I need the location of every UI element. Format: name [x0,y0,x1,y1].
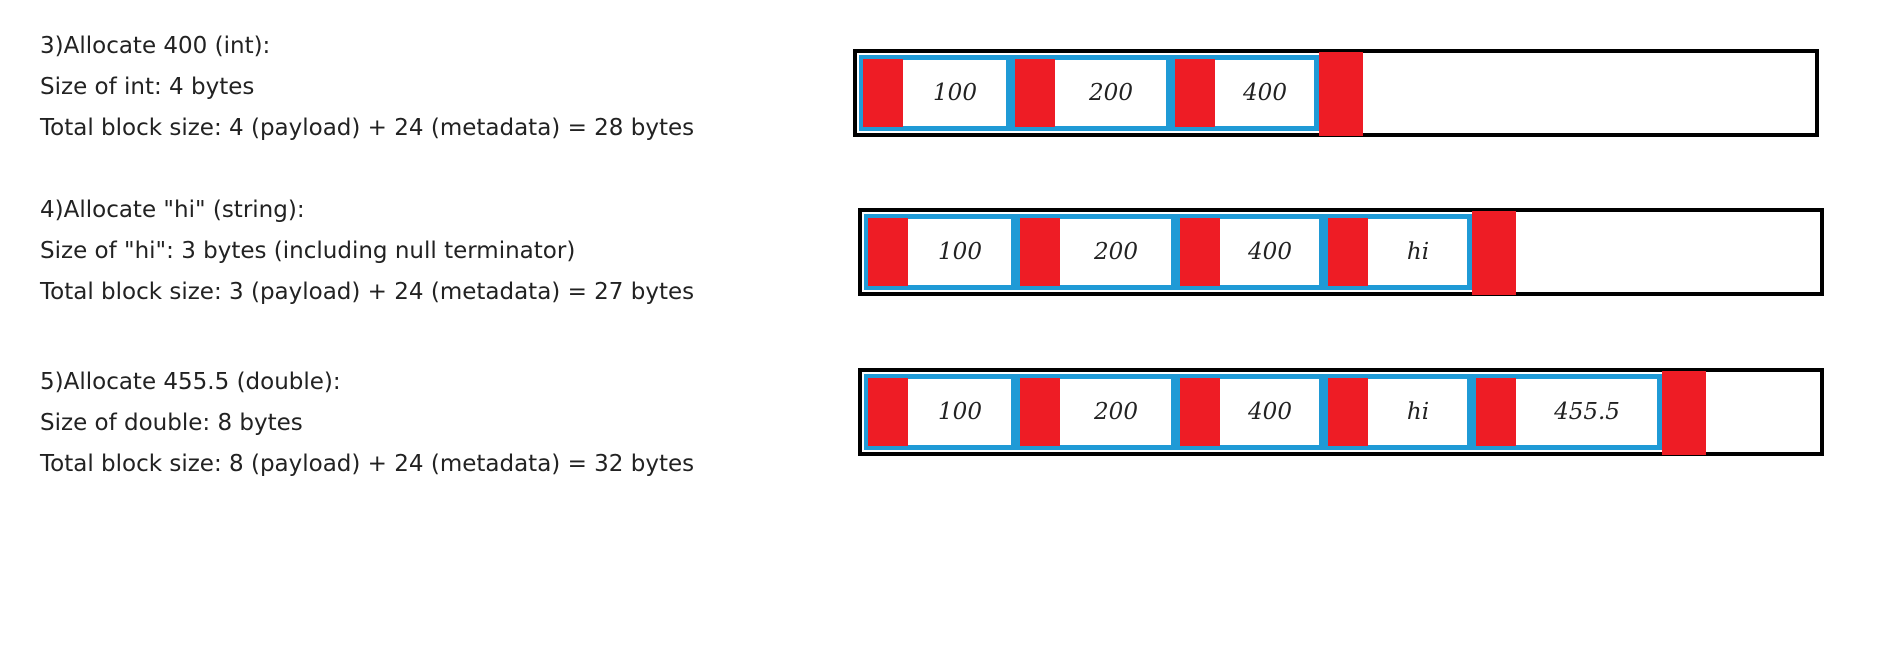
step-3-size: Size of int: 4 bytes [40,74,255,100]
metadata-header [1180,218,1220,286]
metadata-header [1328,218,1368,286]
block-label: 400 [1243,80,1287,106]
step-4-heading: 4)Allocate "hi" (string): [40,197,305,223]
metadata-header [1015,59,1055,127]
memory-block: 200 [1011,55,1171,131]
block-label: 200 [1089,80,1133,106]
step-3-heading: 3)Allocate 400 (int): [40,33,271,59]
memory-block: 400 [1176,374,1324,450]
block-label: 100 [938,399,982,425]
memory-block: hi [1324,214,1472,290]
step-3-total: Total block size: 4 (payload) + 24 (meta… [40,115,695,141]
block-label: 200 [1094,399,1138,425]
step-4-total: Total block size: 3 (payload) + 24 (meta… [40,279,695,305]
free-metadata-marker [1662,371,1706,455]
step-5-text: 5)Allocate 455.5 (double): Size of doubl… [40,362,694,485]
metadata-header [1175,59,1215,127]
step-4-text: 4)Allocate "hi" (string): Size of "hi": … [40,190,694,313]
step-5-size: Size of double: 8 bytes [40,410,303,436]
step-5-heading: 5)Allocate 455.5 (double): [40,369,341,395]
memory-bar-step-3: 100 200 400 [853,49,1819,137]
block-label: 455.5 [1554,399,1620,425]
memory-block: 400 [1171,55,1319,131]
metadata-header [1328,378,1368,446]
step-4-size: Size of "hi": 3 bytes (including null te… [40,238,576,264]
memory-bar-step-5: 100 200 400 hi 455.5 [858,368,1824,456]
block-label: 100 [933,80,977,106]
step-5-total: Total block size: 8 (payload) + 24 (meta… [40,451,695,477]
memory-block: 200 [1016,374,1176,450]
block-label: 400 [1248,399,1292,425]
metadata-header [1476,378,1516,446]
metadata-header [1020,378,1060,446]
metadata-header [1020,218,1060,286]
free-metadata-marker [1472,211,1516,295]
memory-block: 100 [859,55,1011,131]
memory-block: 400 [1176,214,1324,290]
memory-bar-step-4: 100 200 400 hi [858,208,1824,296]
block-label: 200 [1094,239,1138,265]
metadata-header [863,59,903,127]
metadata-header [868,378,908,446]
free-metadata-marker [1319,52,1363,136]
step-3-text: 3)Allocate 400 (int): Size of int: 4 byt… [40,26,694,149]
memory-block: hi [1324,374,1472,450]
memory-block: 455.5 [1472,374,1662,450]
metadata-header [1180,378,1220,446]
block-label: 400 [1248,239,1292,265]
block-label: hi [1406,239,1430,265]
metadata-header [868,218,908,286]
block-label: hi [1406,399,1430,425]
memory-block: 200 [1016,214,1176,290]
memory-block: 100 [864,374,1016,450]
block-label: 100 [938,239,982,265]
memory-block: 100 [864,214,1016,290]
